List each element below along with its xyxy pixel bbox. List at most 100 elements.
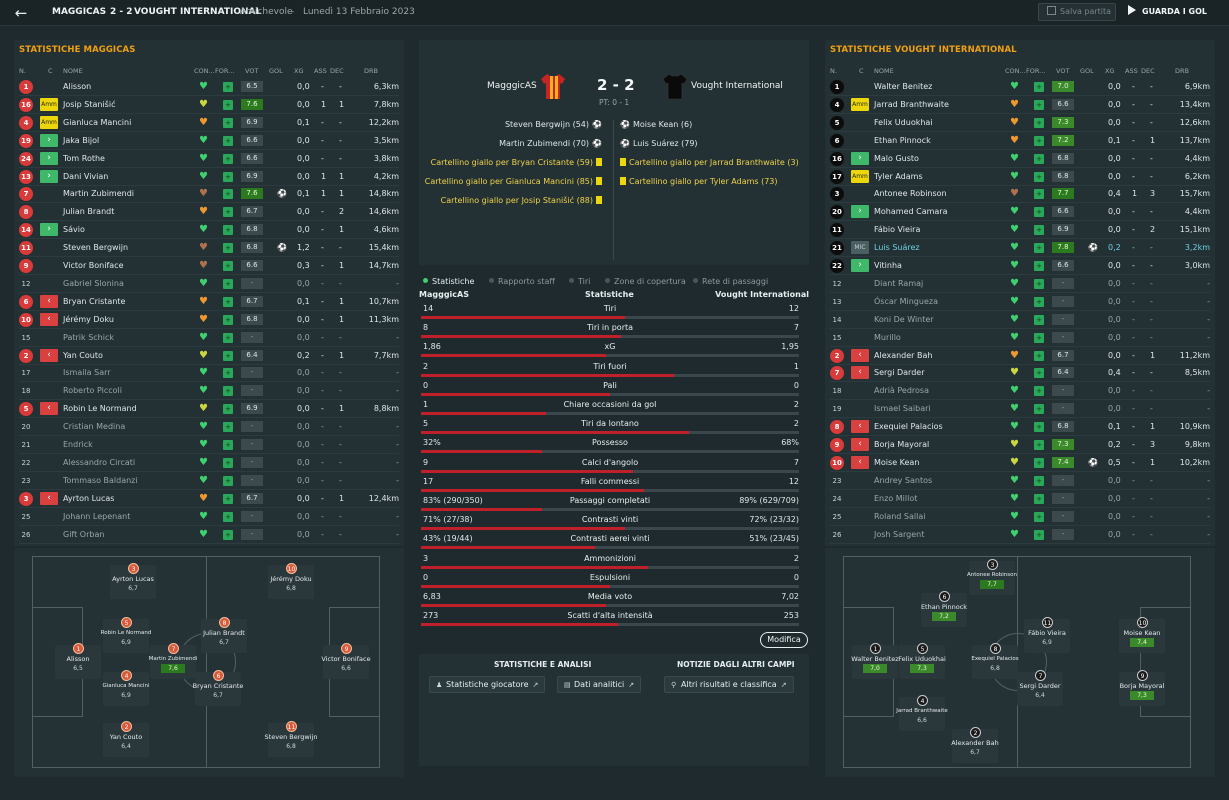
player-name[interactable]: Bryan Cristante (63, 296, 126, 306)
pitch-player[interactable]: 10 Moise Kean 7,4 (1119, 617, 1165, 653)
table-row[interactable]: 17 Amm Tyler Adams ♥ +6.8 0,0 - - 6,2km (830, 168, 1210, 186)
pitch-player[interactable]: 5 Felix Uduokhai 7,3 (898, 643, 946, 679)
table-row[interactable]: 14 Koni De Winter ♥ + -0,0- - - (830, 311, 1210, 329)
table-row[interactable]: 1 Alisson ♥ +6.5 0,0 - - 6,3km (19, 78, 399, 96)
pitch-player[interactable]: 3 Ayrton Lucas 6,7 (110, 563, 156, 599)
player-name[interactable]: Mohamed Camara (874, 207, 948, 217)
player-name[interactable]: Tom Rothe (63, 153, 105, 163)
pitch-player[interactable]: 7 Sergi Darder 6,4 (1017, 670, 1063, 706)
table-row[interactable]: 24 › Tom Rothe ♥ +6.6 0,0 - - 3,8km (19, 150, 399, 168)
pitch-player[interactable]: 4 Gianluca Mancini 6,9 (103, 670, 149, 706)
analytics-button[interactable]: ▤ Dati analitici ↗ (557, 676, 642, 693)
player-name[interactable]: Sávio (63, 225, 85, 235)
table-row[interactable]: 21 Endrick ♥ + -0,0- - - (19, 436, 399, 454)
player-name[interactable]: Antonee Robinson (874, 189, 947, 199)
table-row[interactable]: 23 Andrey Santos ♥ + -0,0- - - (830, 472, 1210, 490)
player-name[interactable]: Steven Bergwijn (63, 243, 129, 253)
table-row[interactable]: 17 Ismaila Sarr ♥ + -0,0- - - (19, 364, 399, 383)
tab-2[interactable]: Tiri (569, 277, 590, 286)
table-row[interactable]: 22 › Vitinha ♥ +6.6 0,0 - - 3,0km (830, 257, 1210, 275)
table-header-5[interactable]: VOT (245, 67, 259, 75)
player-name[interactable]: Koni De Winter (874, 314, 934, 324)
table-row[interactable]: 12 Gabriel Slonina ♥ + -0,0- - - (19, 275, 399, 293)
table-header-6[interactable]: GOL (1080, 67, 1094, 75)
table-header-5[interactable]: VOT (1056, 67, 1070, 75)
player-name[interactable]: Julian Brandt (63, 207, 115, 217)
table-header-6[interactable]: GOL (269, 67, 283, 75)
tab-4[interactable]: Rete di passaggi (693, 277, 768, 286)
player-name[interactable]: Ismaila Sarr (63, 368, 111, 378)
modify-button[interactable]: Modifica (760, 632, 808, 648)
table-row[interactable]: 2 ‹ Yan Couto ♥ +6.4 0,2 - 1 7,7km (19, 347, 399, 365)
watch-goals-button[interactable]: GUARDA I GOL (1122, 3, 1220, 21)
table-header-0[interactable]: N. (830, 67, 837, 75)
save-match-button[interactable]: Salva partita (1038, 3, 1116, 21)
table-row[interactable]: 14 › Sávio ♥ +6.8 0,0 - 1 4,6km (19, 221, 399, 240)
pitch-player[interactable]: 5 Robin Le Normand 6,9 (101, 617, 151, 653)
table-header-8[interactable]: ASS (1125, 67, 1138, 75)
table-row[interactable]: 1 Walter Benitez ♥ +7.0 0,0 - - 6,9km (830, 78, 1210, 96)
player-name[interactable]: Walter Benitez (874, 82, 933, 91)
table-row[interactable]: 21 MIC Luis Suárez ♥ +7.8 ⚽ 0,2 - - 3,2km (830, 239, 1210, 258)
pitch-player[interactable]: 1 Walter Benitez 7,0 (851, 643, 899, 679)
table-row[interactable]: 4 Amm Jarrad Branthwaite ♥ +6.6 0,0 - - 13,4km (830, 96, 1210, 114)
table-row[interactable]: 18 Adrià Pedrosa ♥ + -0,0- - - (830, 382, 1210, 401)
table-row[interactable]: 19 Ismael Saibari ♥ + -0,0- - - (830, 400, 1210, 419)
player-name[interactable]: Alisson (63, 82, 92, 91)
player-name[interactable]: Yan Couto (63, 350, 103, 360)
player-name[interactable]: Murillo (874, 332, 901, 342)
pitch-player[interactable]: 10 Jérémy Doku 6,8 (268, 563, 314, 599)
table-row[interactable]: 8 Julian Brandt ♥ +6.7 0,0 - 2 14,6km (19, 203, 399, 222)
pitch-player[interactable]: 9 Borja Mayoral 7,3 (1119, 670, 1165, 706)
table-header-9[interactable]: DEC (330, 67, 344, 75)
player-name[interactable]: Roland Sallai (874, 511, 926, 521)
table-row[interactable]: 25 Roland Sallai ♥ + -0,0- - - (830, 508, 1210, 526)
player-name[interactable]: Alessandro Circati (63, 457, 136, 467)
table-header-2[interactable]: NOME (63, 67, 83, 75)
table-row[interactable]: 7 Martin Zubimendi ♥ +7.6 ⚽ 0,1 1 1 14,8km (19, 185, 399, 204)
player-stats-button[interactable]: ♟ Statistiche giocatore ↗ (429, 676, 546, 693)
player-name[interactable]: Patrik Schick (63, 332, 114, 342)
pitch-player[interactable]: 11 Fábio Vieira 6,9 (1024, 617, 1070, 653)
table-header-7[interactable]: XG (294, 67, 304, 75)
player-name[interactable]: Johann Lepenant (63, 511, 131, 521)
table-header-9[interactable]: DEC (1141, 67, 1155, 75)
player-name[interactable]: Adrià Pedrosa (874, 386, 929, 396)
table-row[interactable]: 5 Felix Uduokhai ♥ +7.3 0,0 - - 12,6km (830, 114, 1210, 132)
player-name[interactable]: Ayrton Lucas (63, 493, 115, 503)
pitch-player[interactable]: 1 Alisson 6,5 (55, 643, 101, 679)
other-results-button[interactable]: ⚲ Altri risultati e classifica ↗ (664, 676, 794, 693)
pitch-player[interactable]: 8 Exequiel Palacios 6,8 (971, 643, 1019, 679)
table-row[interactable]: 24 Enzo Millot ♥ + -0,0- - - (830, 490, 1210, 508)
player-name[interactable]: Roberto Piccoli (63, 386, 122, 396)
table-row[interactable]: 16 Amm Josip Stanišić ♥ +7.6 0,0 1 1 7,8km (19, 96, 399, 114)
player-name[interactable]: Andrey Santos (874, 475, 933, 485)
player-name[interactable]: Exequiel Palacios (874, 422, 943, 432)
player-name[interactable]: Luis Suárez (874, 243, 920, 253)
table-row[interactable]: 11 Steven Bergwijn ♥ +6.8 ⚽ 1,2 - - 15,4km (19, 239, 399, 258)
table-row[interactable]: 26 Josh Sargent ♥ + -0,0- - - (830, 526, 1210, 544)
table-header-10[interactable]: DRB (364, 67, 378, 75)
pitch-player[interactable]: 7 Martin Zubimendi 7,6 (149, 643, 197, 679)
pitch-player[interactable]: 2 Yan Couto 6,4 (103, 721, 149, 757)
table-header-4[interactable]: FOR... (215, 67, 235, 75)
pitch-player[interactable]: 6 Bryan Cristante 6,7 (193, 670, 243, 706)
table-row[interactable]: 10 ‹ Jérémy Doku ♥ +6.8 0,0 - 1 11,3km (19, 311, 399, 329)
table-header-7[interactable]: XG (1105, 67, 1115, 75)
table-row[interactable]: 16 › Malo Gusto ♥ +6.8 0,0 - - 4,4km (830, 150, 1210, 168)
table-row[interactable]: 15 Murillo ♥ + -0,0- - - (830, 329, 1210, 347)
player-name[interactable]: Borja Mayoral (874, 440, 930, 449)
table-row[interactable]: 7 ‹ Sergi Darder ♥ +6.4 0,4 - - 8,5km (830, 364, 1210, 383)
scoreboard-home-team[interactable]: MagggicAS (487, 81, 537, 91)
table-row[interactable]: 8 ‹ Exequiel Palacios ♥ +6.8 0,1 - 1 10,9km (830, 418, 1210, 437)
player-name[interactable]: Endrick (63, 440, 93, 449)
table-row[interactable]: 6 Ethan Pinnock ♥ +7.2 0,1 - 1 13,7km (830, 132, 1210, 150)
table-header-8[interactable]: ASS (314, 67, 327, 75)
tab-1[interactable]: Rapporto staff (489, 277, 555, 286)
player-name[interactable]: Tommaso Baldanzi (63, 475, 138, 485)
pitch-player[interactable]: 6 Ethan Pinnock 7,2 (921, 591, 967, 627)
player-name[interactable]: Jérémy Doku (63, 314, 114, 324)
table-row[interactable]: 11 Fábio Vieira ♥ +6.9 0,0 - 2 15,1km (830, 221, 1210, 240)
pitch-player[interactable]: 3 Antonee Robinson 7,7 (967, 559, 1017, 595)
pitch-player[interactable]: 2 Alexander Bah 6,7 (951, 727, 999, 763)
